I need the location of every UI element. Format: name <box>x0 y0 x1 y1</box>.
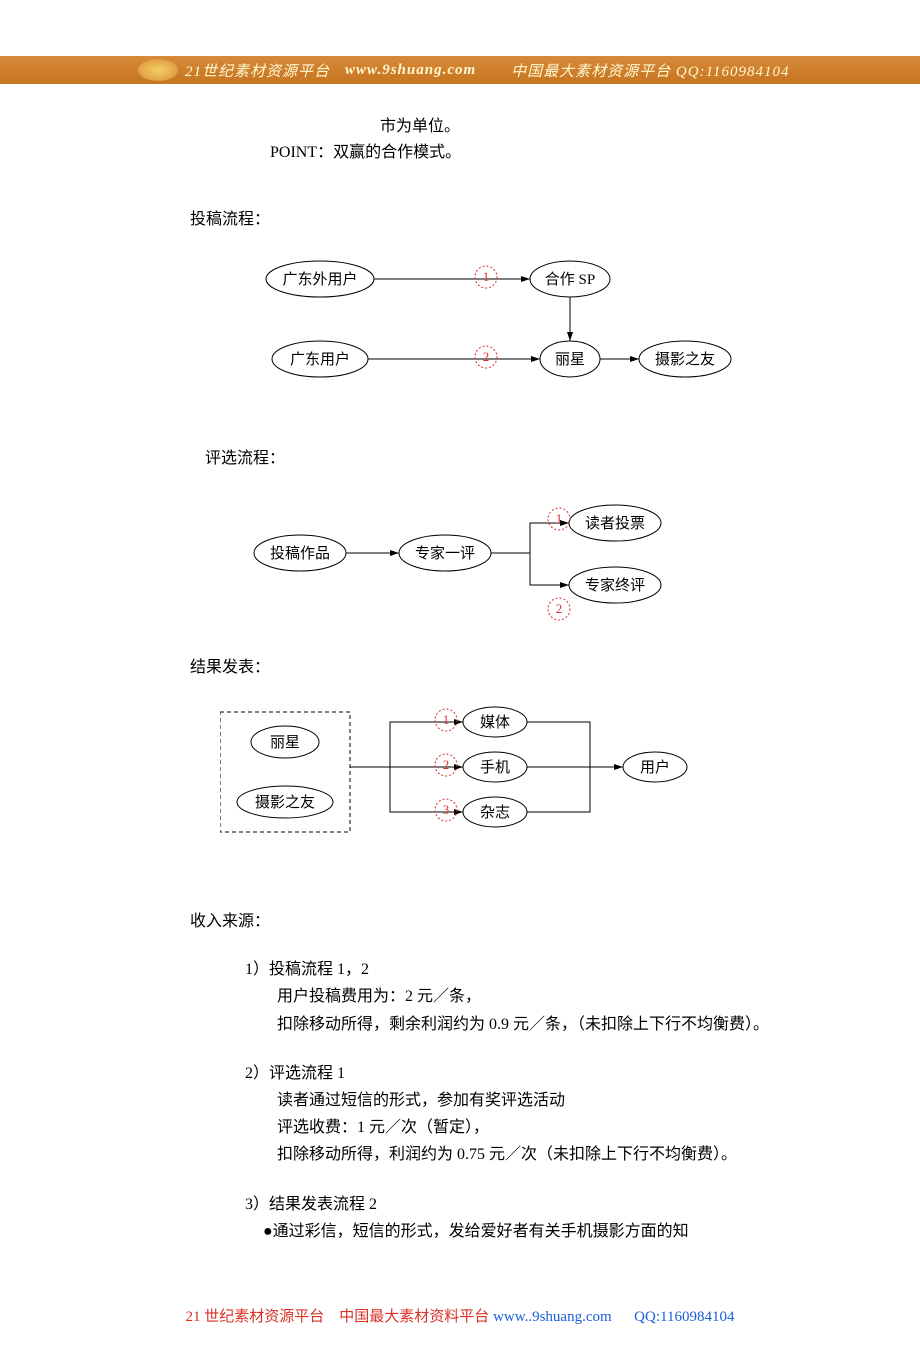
header-text-left: 21世纪素材资源平台 <box>185 60 330 81</box>
svg-text:1: 1 <box>443 712 450 727</box>
svg-text:手机: 手机 <box>480 759 510 776</box>
svg-text:杂志: 杂志 <box>480 804 510 821</box>
income-item: 3）结果发表流程 2●通过彩信，短信的形式，发给爱好者有关手机摄影方面的知 <box>245 1191 790 1245</box>
footer-url: www..9shuang.com <box>493 1309 612 1325</box>
income-item-title: 2）评选流程 1 <box>245 1060 790 1087</box>
income-line: 读者通过短信的形式，参加有奖评选活动 <box>245 1087 790 1114</box>
svg-text:2: 2 <box>483 349 490 364</box>
intro-line1: 市为单位。 <box>270 114 570 140</box>
income-item-title: 3）结果发表流程 2 <box>245 1191 790 1218</box>
section-title-submission: 投稿流程： <box>190 205 790 229</box>
flowchart-svg-2: 投稿作品 专家一评 读者投票专家终评 1 2 <box>240 493 720 623</box>
income-line: 用户投稿费用为：2 元／条， <box>245 983 790 1010</box>
svg-text:1: 1 <box>483 269 490 284</box>
intro-line2: POINT：双赢的合作模式。 <box>270 140 790 166</box>
svg-text:合作 SP: 合作 SP <box>545 271 595 288</box>
flowchart-selection: 投稿作品 专家一评 读者投票专家终评 1 2 <box>240 493 720 613</box>
svg-text:2: 2 <box>443 757 450 772</box>
section-title-selection: 评选流程： <box>205 444 790 468</box>
svg-text:丽星: 丽星 <box>555 352 585 368</box>
income-item: 1）投稿流程 1，2用户投稿费用为：2 元／条，扣除移动所得，剩余利润约为 0.… <box>245 956 790 1038</box>
header-text-right: 中国最大素材资源平台 QQ:1160984104 <box>511 60 789 81</box>
svg-text:3: 3 <box>443 802 450 817</box>
footer-qq: QQ:1160984104 <box>634 1309 734 1325</box>
flowchart-svg-1: 广东外用户 合作 SP 广东用户 丽星 摄影之友 1 2 <box>240 254 760 404</box>
flowchart-submission: 广东外用户 合作 SP 广东用户 丽星 摄影之友 1 2 <box>240 254 760 404</box>
svg-text:用户: 用户 <box>640 759 670 776</box>
svg-text:摄影之友: 摄影之友 <box>255 794 315 811</box>
income-item: 2）评选流程 1读者通过短信的形式，参加有奖评选活动评选收费：1 元／次（暂定）… <box>245 1060 790 1169</box>
svg-text:广东外用户: 广东外用户 <box>282 271 357 288</box>
income-line: 扣除移动所得，剩余利润约为 0.9 元／条，（未扣除上下行不均衡费）。 <box>245 1011 790 1038</box>
header-banner: 21世纪素材资源平台 www.9shuang.com 中国最大素材资源平台 QQ… <box>0 56 920 84</box>
income-item-title: 1）投稿流程 1，2 <box>245 956 790 983</box>
svg-text:2: 2 <box>556 601 563 616</box>
svg-text:摄影之友: 摄影之友 <box>655 351 715 368</box>
svg-text:专家一评: 专家一评 <box>415 545 475 562</box>
flowchart-svg-3: 丽星摄影之友 媒体手机杂志 用户 1 2 3 <box>220 702 720 842</box>
footer-red: 21 世纪素材资源平台 中国最大素材资料平台 <box>186 1309 490 1325</box>
logo-icon <box>138 59 178 81</box>
svg-text:媒体: 媒体 <box>480 714 510 731</box>
svg-text:读者投票: 读者投票 <box>585 515 645 532</box>
svg-text:丽星: 丽星 <box>270 735 300 751</box>
flowchart-result: 丽星摄影之友 媒体手机杂志 用户 1 2 3 <box>220 702 720 852</box>
intro-block: 市为单位。 POINT：双赢的合作模式。 <box>270 114 790 165</box>
section-title-income: 收入来源： <box>190 907 790 931</box>
svg-text:专家终评: 专家终评 <box>585 577 645 594</box>
footer: 21 世纪素材资源平台 中国最大素材资料平台 www..9shuang.com … <box>0 1305 920 1356</box>
header-url: www.9shuang.com <box>345 62 476 79</box>
income-line: 扣除移动所得，利润约为 0.75 元／次（未扣除上下行不均衡费）。 <box>245 1141 790 1168</box>
svg-text:1: 1 <box>556 511 563 526</box>
income-line: 评选收费：1 元／次（暂定）， <box>245 1114 790 1141</box>
page-content: 市为单位。 POINT：双赢的合作模式。 投稿流程： 广东外用户 合作 SP 广东用… <box>0 84 920 1265</box>
svg-text:广东用户: 广东用户 <box>290 351 350 368</box>
section-title-result: 结果发表： <box>190 653 790 677</box>
income-list: 1）投稿流程 1，2用户投稿费用为：2 元／条，扣除移动所得，剩余利润约为 0.… <box>245 956 790 1245</box>
income-line: ●通过彩信，短信的形式，发给爱好者有关手机摄影方面的知 <box>245 1218 790 1245</box>
svg-text:投稿作品: 投稿作品 <box>270 545 330 562</box>
